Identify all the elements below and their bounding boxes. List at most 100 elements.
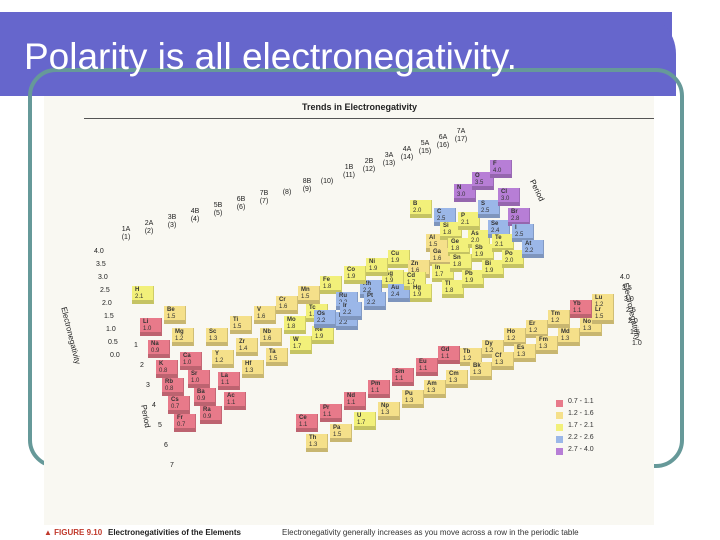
left-axis-tick: 0.5 <box>108 339 118 346</box>
element-symbol: Lu <box>595 295 603 301</box>
figure-heading: Trends in Electronegativity <box>302 102 418 112</box>
element-value: 1.1 <box>419 366 428 372</box>
element-value: 1.1 <box>573 308 582 314</box>
element-symbol: Pb <box>465 271 473 277</box>
element-tile: Md 1.3 <box>558 328 580 346</box>
group-label: 6A (16) <box>436 134 450 149</box>
element-symbol: Co <box>347 267 355 273</box>
element-tile: Sm 1.1 <box>392 368 414 386</box>
element-tile: Ta 1.5 <box>266 348 288 366</box>
element-tile: Fm 1.3 <box>536 336 558 354</box>
element-symbol: Ac <box>227 393 235 399</box>
element-value: 2.0 <box>505 258 514 264</box>
element-tile: U 1.7 <box>354 412 376 430</box>
element-value: 1.8 <box>445 288 454 294</box>
element-value: 2.5 <box>437 216 446 222</box>
element-symbol: Md <box>561 329 570 335</box>
element-tile: Pm 1.1 <box>368 380 390 398</box>
element-symbol: At <box>525 241 532 247</box>
element-symbol: No <box>583 319 591 325</box>
element-tile: Ni 1.9 <box>366 258 388 276</box>
element-symbol: Fe <box>323 277 331 283</box>
group-label: (8) <box>282 189 292 196</box>
element-symbol: Ge <box>451 239 460 245</box>
element-symbol: Cr <box>279 297 286 303</box>
element-symbol: I <box>515 225 517 231</box>
element-value: 1.6 <box>433 256 442 262</box>
left-axis-tick: 1.5 <box>104 313 114 320</box>
element-symbol: F <box>493 161 497 167</box>
element-value: 1.7 <box>357 420 366 426</box>
group-label: 5A (15) <box>418 140 432 155</box>
element-symbol: Sr <box>191 371 198 377</box>
element-value: 2.4 <box>391 292 400 298</box>
element-value: 2.2 <box>525 248 534 254</box>
element-symbol: Tc <box>309 305 316 311</box>
element-symbol: O <box>475 173 480 179</box>
element-symbol: Ca <box>183 353 191 359</box>
element-value: 1.3 <box>381 410 390 416</box>
element-value: 1.2 <box>551 318 560 324</box>
element-value: 1.5 <box>167 314 176 320</box>
element-value: 1.3 <box>245 368 254 374</box>
element-tile: H 2.1 <box>132 286 154 304</box>
legend-swatch <box>556 412 563 419</box>
left-axis-tick: 1.0 <box>106 326 116 333</box>
element-value: 0.8 <box>159 368 168 374</box>
element-symbol: Pt <box>367 293 373 299</box>
element-tile: Ac 1.1 <box>224 392 246 410</box>
element-tile: K 0.8 <box>156 360 178 378</box>
element-symbol: Dy <box>485 341 493 347</box>
element-value: 1.6 <box>263 336 272 342</box>
element-value: 1.2 <box>529 328 538 334</box>
element-tile: Yb 1.1 <box>570 300 592 318</box>
right-axis-tick: 3.0 <box>624 296 634 303</box>
element-tile: Hg 1.9 <box>410 284 432 302</box>
caption-title: Electronegativities of the Elements <box>108 528 241 537</box>
element-value: 1.2 <box>175 336 184 342</box>
element-value: 1.3 <box>583 326 592 332</box>
element-tile: Hf 1.3 <box>242 360 264 378</box>
element-tile: B 2.0 <box>410 200 432 218</box>
element-tile: Be 1.5 <box>164 306 186 324</box>
element-symbol: Ni <box>369 259 375 265</box>
element-symbol: Bk <box>473 363 481 369</box>
element-symbol: Re <box>315 327 323 333</box>
element-tile: N 3.0 <box>454 184 476 202</box>
element-tile: Sn 1.8 <box>450 254 472 272</box>
element-value: 1.5 <box>595 314 604 320</box>
element-symbol: Fm <box>539 337 548 343</box>
element-value: 1.1 <box>323 412 332 418</box>
left-axis-tick: 2.0 <box>102 300 112 307</box>
element-value: 1.9 <box>413 292 422 298</box>
element-symbol: Ra <box>203 407 211 413</box>
period-tick: 7 <box>170 462 174 469</box>
element-symbol: Ag <box>385 271 393 277</box>
element-value: 1.1 <box>347 400 356 406</box>
figure-rule <box>84 118 654 119</box>
element-symbol: Eu <box>419 359 427 365</box>
element-symbol: Ru <box>339 293 347 299</box>
element-value: 3.5 <box>475 180 484 186</box>
element-value: 1.3 <box>209 336 218 342</box>
element-tile: Tl 1.8 <box>442 280 464 298</box>
group-label: 6B (6) <box>236 196 246 211</box>
element-value: 1.5 <box>429 242 438 248</box>
element-symbol: In <box>435 265 441 271</box>
element-value: 1.8 <box>287 324 296 330</box>
element-symbol: Es <box>517 345 525 351</box>
element-symbol: Cs <box>171 397 179 403</box>
element-symbol: Ga <box>433 249 442 255</box>
element-symbol: Y <box>215 351 220 357</box>
legend-swatch <box>556 400 563 407</box>
element-value: 1.6 <box>257 314 266 320</box>
element-tile: Re 1.9 <box>312 326 334 344</box>
period-tick: 1 <box>134 342 138 349</box>
element-symbol: Se <box>491 221 499 227</box>
element-value: 1.3 <box>449 378 458 384</box>
element-symbol: Hg <box>413 285 421 291</box>
element-symbol: Sb <box>475 245 483 251</box>
element-symbol: Cm <box>449 371 459 377</box>
element-tile: Fe 1.8 <box>320 276 342 294</box>
element-tile: Tm 1.2 <box>548 310 570 328</box>
